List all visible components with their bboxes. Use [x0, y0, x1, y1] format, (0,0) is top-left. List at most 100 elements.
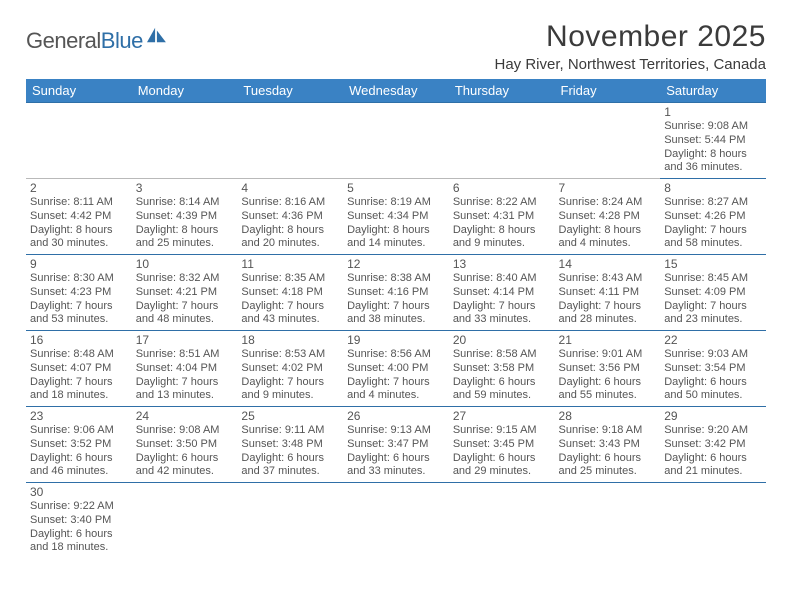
day-info: Sunrise: 9:06 AMSunset: 3:52 PMDaylight:…: [30, 424, 128, 479]
day-number: 3: [136, 181, 234, 195]
calendar-day: 28Sunrise: 9:18 AMSunset: 3:43 PMDayligh…: [555, 407, 661, 483]
day-number: 16: [30, 333, 128, 347]
calendar-day: 11Sunrise: 8:35 AMSunset: 4:18 PMDayligh…: [237, 255, 343, 331]
day-header: Saturday: [660, 79, 766, 103]
calendar-empty: [26, 103, 132, 179]
location-label: Hay River, Northwest Territories, Canada: [495, 56, 767, 73]
day-header: Thursday: [449, 79, 555, 103]
calendar-day: 20Sunrise: 8:58 AMSunset: 3:58 PMDayligh…: [449, 331, 555, 407]
calendar-empty: [237, 103, 343, 179]
day-number: 25: [241, 409, 339, 423]
day-number: 14: [559, 257, 657, 271]
calendar-empty: [449, 103, 555, 179]
day-info: Sunrise: 9:03 AMSunset: 3:54 PMDaylight:…: [664, 348, 762, 403]
day-info: Sunrise: 8:22 AMSunset: 4:31 PMDaylight:…: [453, 196, 551, 251]
calendar-week: 30Sunrise: 9:22 AMSunset: 3:40 PMDayligh…: [26, 483, 766, 559]
day-number: 19: [347, 333, 445, 347]
calendar-day: 19Sunrise: 8:56 AMSunset: 4:00 PMDayligh…: [343, 331, 449, 407]
calendar-week: 9Sunrise: 8:30 AMSunset: 4:23 PMDaylight…: [26, 255, 766, 331]
day-number: 22: [664, 333, 762, 347]
calendar-day: 1Sunrise: 9:08 AMSunset: 5:44 PMDaylight…: [660, 103, 766, 179]
day-number: 23: [30, 409, 128, 423]
day-info: Sunrise: 9:08 AMSunset: 3:50 PMDaylight:…: [136, 424, 234, 479]
calendar-day: 16Sunrise: 8:48 AMSunset: 4:07 PMDayligh…: [26, 331, 132, 407]
calendar-day: 15Sunrise: 8:45 AMSunset: 4:09 PMDayligh…: [660, 255, 766, 331]
calendar-week: 23Sunrise: 9:06 AMSunset: 3:52 PMDayligh…: [26, 407, 766, 483]
day-info: Sunrise: 8:11 AMSunset: 4:42 PMDaylight:…: [30, 196, 128, 251]
day-header-row: SundayMondayTuesdayWednesdayThursdayFrid…: [26, 79, 766, 103]
calendar-day: 12Sunrise: 8:38 AMSunset: 4:16 PMDayligh…: [343, 255, 449, 331]
calendar-day: 29Sunrise: 9:20 AMSunset: 3:42 PMDayligh…: [660, 407, 766, 483]
day-info: Sunrise: 9:15 AMSunset: 3:45 PMDaylight:…: [453, 424, 551, 479]
day-info: Sunrise: 9:22 AMSunset: 3:40 PMDaylight:…: [30, 500, 128, 555]
day-info: Sunrise: 8:32 AMSunset: 4:21 PMDaylight:…: [136, 272, 234, 327]
day-number: 2: [30, 181, 128, 195]
day-info: Sunrise: 8:35 AMSunset: 4:18 PMDaylight:…: [241, 272, 339, 327]
calendar-day: 8Sunrise: 8:27 AMSunset: 4:26 PMDaylight…: [660, 179, 766, 255]
calendar-day: 30Sunrise: 9:22 AMSunset: 3:40 PMDayligh…: [26, 483, 132, 559]
day-info: Sunrise: 8:16 AMSunset: 4:36 PMDaylight:…: [241, 196, 339, 251]
day-info: Sunrise: 9:20 AMSunset: 3:42 PMDaylight:…: [664, 424, 762, 479]
day-info: Sunrise: 8:27 AMSunset: 4:26 PMDaylight:…: [664, 196, 762, 251]
day-number: 24: [136, 409, 234, 423]
day-number: 27: [453, 409, 551, 423]
day-number: 18: [241, 333, 339, 347]
day-number: 29: [664, 409, 762, 423]
day-number: 28: [559, 409, 657, 423]
day-number: 9: [30, 257, 128, 271]
day-info: Sunrise: 9:13 AMSunset: 3:47 PMDaylight:…: [347, 424, 445, 479]
logo-text-1: General: [26, 28, 101, 53]
day-info: Sunrise: 8:40 AMSunset: 4:14 PMDaylight:…: [453, 272, 551, 327]
calendar-day: 5Sunrise: 8:19 AMSunset: 4:34 PMDaylight…: [343, 179, 449, 255]
day-number: 13: [453, 257, 551, 271]
calendar-day: 25Sunrise: 9:11 AMSunset: 3:48 PMDayligh…: [237, 407, 343, 483]
day-header: Sunday: [26, 79, 132, 103]
day-number: 12: [347, 257, 445, 271]
calendar-empty: [237, 483, 343, 559]
day-info: Sunrise: 9:08 AMSunset: 5:44 PMDaylight:…: [664, 120, 762, 175]
calendar-empty: [449, 483, 555, 559]
calendar-empty: [132, 103, 238, 179]
day-info: Sunrise: 8:24 AMSunset: 4:28 PMDaylight:…: [559, 196, 657, 251]
day-number: 30: [30, 485, 128, 499]
calendar-empty: [555, 483, 661, 559]
day-header: Tuesday: [237, 79, 343, 103]
day-header: Friday: [555, 79, 661, 103]
calendar-day: 23Sunrise: 9:06 AMSunset: 3:52 PMDayligh…: [26, 407, 132, 483]
day-info: Sunrise: 8:51 AMSunset: 4:04 PMDaylight:…: [136, 348, 234, 403]
day-number: 8: [664, 181, 762, 195]
day-number: 26: [347, 409, 445, 423]
calendar-day: 6Sunrise: 8:22 AMSunset: 4:31 PMDaylight…: [449, 179, 555, 255]
logo: GeneralBlue: [26, 26, 167, 56]
day-number: 6: [453, 181, 551, 195]
calendar-day: 3Sunrise: 8:14 AMSunset: 4:39 PMDaylight…: [132, 179, 238, 255]
calendar-empty: [132, 483, 238, 559]
day-info: Sunrise: 8:43 AMSunset: 4:11 PMDaylight:…: [559, 272, 657, 327]
day-info: Sunrise: 8:53 AMSunset: 4:02 PMDaylight:…: [241, 348, 339, 403]
calendar-day: 13Sunrise: 8:40 AMSunset: 4:14 PMDayligh…: [449, 255, 555, 331]
day-header: Wednesday: [343, 79, 449, 103]
calendar-day: 26Sunrise: 9:13 AMSunset: 3:47 PMDayligh…: [343, 407, 449, 483]
day-info: Sunrise: 9:01 AMSunset: 3:56 PMDaylight:…: [559, 348, 657, 403]
calendar-day: 22Sunrise: 9:03 AMSunset: 3:54 PMDayligh…: [660, 331, 766, 407]
calendar-week: 2Sunrise: 8:11 AMSunset: 4:42 PMDaylight…: [26, 179, 766, 255]
day-info: Sunrise: 8:19 AMSunset: 4:34 PMDaylight:…: [347, 196, 445, 251]
calendar-day: 14Sunrise: 8:43 AMSunset: 4:11 PMDayligh…: [555, 255, 661, 331]
day-number: 5: [347, 181, 445, 195]
day-info: Sunrise: 8:14 AMSunset: 4:39 PMDaylight:…: [136, 196, 234, 251]
day-info: Sunrise: 8:38 AMSunset: 4:16 PMDaylight:…: [347, 272, 445, 327]
calendar-day: 7Sunrise: 8:24 AMSunset: 4:28 PMDaylight…: [555, 179, 661, 255]
day-info: Sunrise: 9:11 AMSunset: 3:48 PMDaylight:…: [241, 424, 339, 479]
calendar-day: 21Sunrise: 9:01 AMSunset: 3:56 PMDayligh…: [555, 331, 661, 407]
calendar-day: 24Sunrise: 9:08 AMSunset: 3:50 PMDayligh…: [132, 407, 238, 483]
calendar-day: 2Sunrise: 8:11 AMSunset: 4:42 PMDaylight…: [26, 179, 132, 255]
calendar-week: 1Sunrise: 9:08 AMSunset: 5:44 PMDaylight…: [26, 103, 766, 179]
day-info: Sunrise: 9:18 AMSunset: 3:43 PMDaylight:…: [559, 424, 657, 479]
day-number: 17: [136, 333, 234, 347]
calendar-week: 16Sunrise: 8:48 AMSunset: 4:07 PMDayligh…: [26, 331, 766, 407]
day-number: 21: [559, 333, 657, 347]
day-info: Sunrise: 8:45 AMSunset: 4:09 PMDaylight:…: [664, 272, 762, 327]
calendar-day: 17Sunrise: 8:51 AMSunset: 4:04 PMDayligh…: [132, 331, 238, 407]
calendar-empty: [343, 103, 449, 179]
calendar-empty: [343, 483, 449, 559]
